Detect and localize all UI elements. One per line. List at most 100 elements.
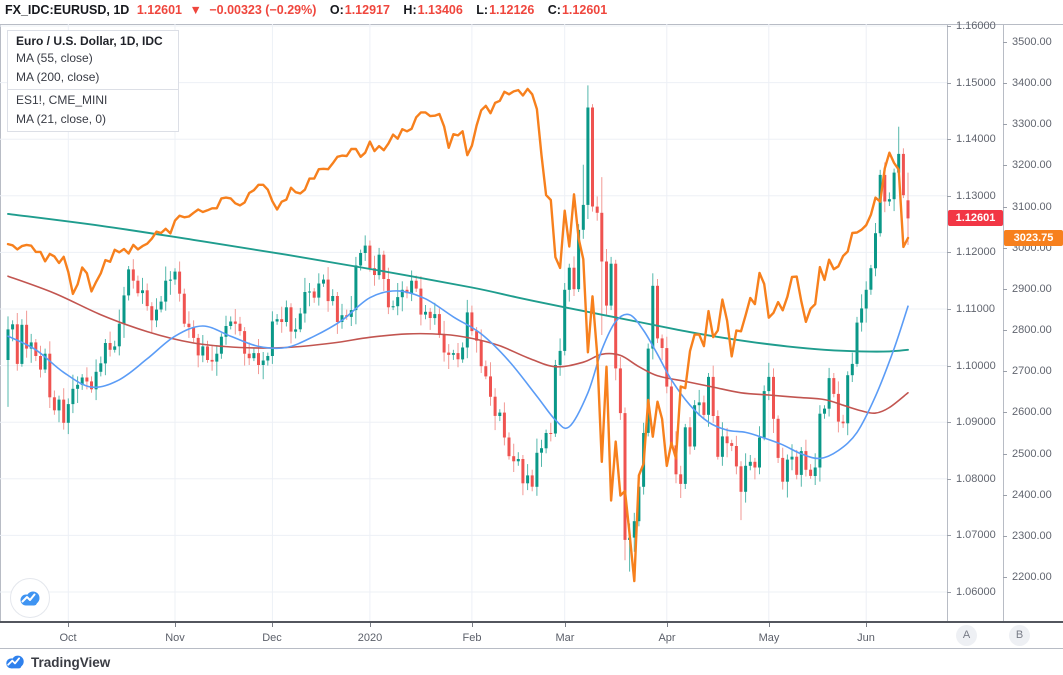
- candle-up: [827, 378, 831, 409]
- candle-down: [373, 268, 376, 275]
- candle-down: [489, 376, 492, 397]
- candle-down: [257, 353, 260, 365]
- candle-up: [396, 297, 400, 307]
- candle-up: [693, 405, 697, 447]
- candle-down: [289, 307, 293, 332]
- candle-down: [832, 378, 836, 394]
- candle-up: [651, 285, 655, 349]
- candle-up: [567, 267, 571, 290]
- price-axis-es[interactable]: 3500.00 3400.00 3300.00 3200.00 3100.00 3000.…: [1003, 24, 1063, 622]
- candle-up: [155, 309, 158, 321]
- candle-up: [20, 324, 24, 364]
- candle-up: [317, 283, 321, 298]
- candle-up: [855, 322, 859, 364]
- price-tick-label: 1.13000: [947, 189, 996, 203]
- high-label: H:: [403, 3, 417, 17]
- candle-up: [498, 412, 502, 416]
- candle-down: [734, 446, 738, 467]
- candle-up: [377, 254, 381, 276]
- candle-down: [776, 418, 780, 458]
- price-change: −0.00323 (−0.29%): [209, 3, 317, 17]
- ma21-line: [7, 290, 909, 460]
- candle-down: [730, 443, 734, 446]
- candle-up: [878, 174, 882, 234]
- candle-down: [512, 456, 516, 462]
- symbol-title[interactable]: FX_IDC:EURUSD, 1D: [5, 3, 130, 17]
- candle-up: [609, 263, 613, 306]
- candle-up: [818, 413, 822, 468]
- open-value: 1.12917: [344, 3, 390, 17]
- candle-up: [586, 107, 590, 205]
- price-scale-a-button[interactable]: A: [956, 625, 977, 646]
- symbol-info-bar: FX_IDC:EURUSD, 1D 1.12601 ▼ −0.00323 (−0…: [5, 3, 611, 17]
- candle-up: [540, 448, 543, 453]
- low-label: L:: [476, 3, 489, 17]
- candle-up: [874, 233, 877, 269]
- legend-es1[interactable]: ES1!, CME_MINI: [16, 93, 108, 107]
- time-tick-mark: [175, 623, 176, 627]
- time-tick-label: Mar: [555, 632, 575, 644]
- candle-down: [233, 321, 237, 324]
- candle-up: [29, 342, 33, 349]
- candle-down: [428, 311, 432, 318]
- footer-attribution: TradingView: [4, 652, 110, 672]
- candle-down: [614, 263, 618, 369]
- es1-line: [6, 87, 910, 583]
- candle-up: [43, 353, 47, 370]
- candle-down: [136, 280, 140, 294]
- tradingview-logo-icon: [4, 654, 26, 670]
- tradingview-brand-text[interactable]: TradingView: [31, 654, 111, 670]
- candle-up: [799, 451, 803, 475]
- candle-down: [247, 353, 251, 359]
- candle-up: [683, 427, 687, 484]
- high-value: 1.13406: [417, 3, 463, 17]
- price-tick-label: 3200.00: [1003, 158, 1052, 172]
- candle-up: [892, 172, 896, 200]
- candle-down: [15, 324, 19, 364]
- candle-down: [368, 245, 372, 269]
- price-tick-label: 1.15000: [947, 76, 996, 90]
- candle-up: [322, 279, 325, 284]
- candle-down: [605, 261, 608, 306]
- candle-down: [145, 290, 149, 307]
- price-tick-label: 2900.00: [1003, 282, 1052, 296]
- price-scale-b-button[interactable]: B: [1009, 625, 1030, 646]
- candle-up: [577, 229, 581, 290]
- candle-up: [298, 313, 302, 330]
- candle-up: [558, 350, 562, 365]
- candle-up: [71, 388, 75, 405]
- legend-ma55[interactable]: MA (55, close): [16, 51, 93, 65]
- price-tick-label: 3100.00: [1003, 200, 1052, 214]
- candle-down: [90, 381, 93, 390]
- time-tick-mark: [769, 623, 770, 627]
- candle-up: [359, 253, 363, 266]
- candle-down: [591, 107, 594, 207]
- candle-down: [475, 331, 479, 341]
- time-tick-label: May: [758, 632, 780, 644]
- candle-down: [549, 433, 553, 434]
- candle-up: [80, 377, 84, 385]
- legend-ma200[interactable]: MA (200, close): [16, 70, 100, 84]
- candle-up: [433, 314, 437, 319]
- candle-down: [108, 343, 112, 350]
- time-tick-mark: [866, 623, 867, 627]
- legend-main-title[interactable]: Euro / U.S. Dollar, 1D, IDC: [16, 34, 163, 48]
- time-tick-mark: [565, 623, 566, 627]
- candle-down: [493, 396, 497, 416]
- candle-up: [284, 307, 288, 322]
- candle-down: [25, 324, 29, 349]
- candle-down: [479, 340, 483, 367]
- tradingview-watermark-logo[interactable]: [10, 578, 50, 618]
- candle-up: [303, 292, 307, 314]
- price-tick-label: 2600.00: [1003, 405, 1052, 419]
- legend-ma21[interactable]: MA (21, close, 0): [16, 112, 107, 126]
- time-axis[interactable]: Oct Nov Dec 2020 Feb Mar Apr May Jun A B: [0, 623, 1063, 648]
- candle-down: [753, 461, 757, 468]
- candle-up: [122, 295, 126, 324]
- price-axis-eurusd[interactable]: 1.16000 1.15000 1.14000 1.13000 1.12000 1.110…: [947, 20, 1003, 622]
- candle-down: [442, 335, 446, 353]
- frame-top-border: [0, 24, 1063, 25]
- time-tick-label: Dec: [262, 632, 282, 644]
- price-tick-label: 3300.00: [1003, 117, 1052, 131]
- candle-up: [57, 399, 61, 411]
